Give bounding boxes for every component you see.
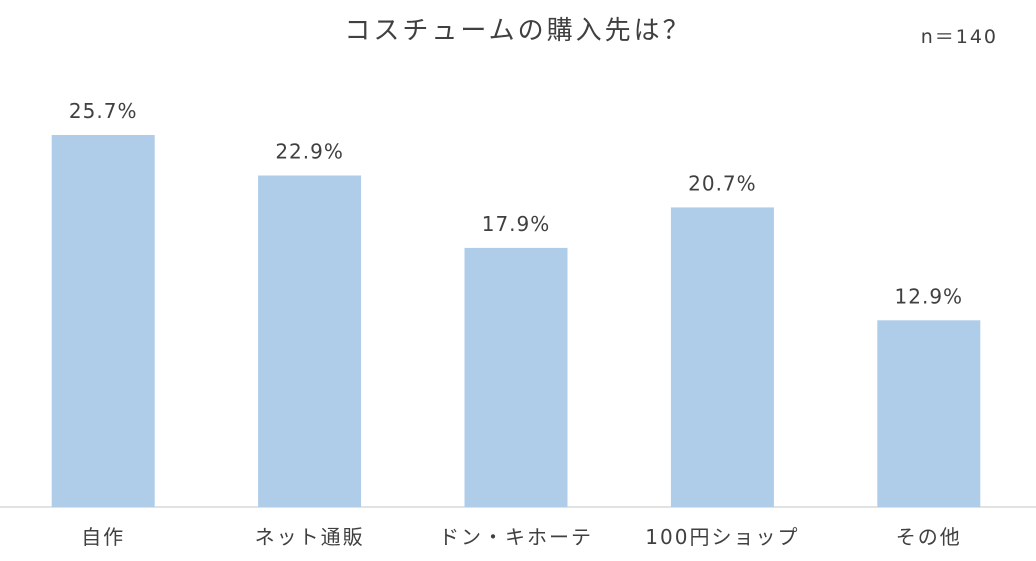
x-tick-label: ネット通販 [255, 525, 365, 549]
bars-group [51, 135, 981, 507]
data-label: 22.9% [275, 140, 344, 164]
bar [877, 320, 981, 507]
x-tick-label: 自作 [81, 525, 125, 549]
sample-size-label: n＝140 [920, 26, 998, 48]
data-label: 25.7% [69, 99, 138, 123]
data-label: 12.9% [895, 284, 964, 308]
x-tick-label: 100円ショップ [645, 525, 799, 549]
chart-title: コスチュームの購入先は？ [344, 16, 692, 46]
bar [51, 135, 155, 507]
data-labels-group: 25.7% 22.9% 17.9% 20.7% 12.9% [69, 99, 964, 308]
bar [670, 207, 774, 507]
x-tick-label: ドン・キホーテ [439, 525, 593, 549]
data-label: 20.7% [688, 171, 757, 195]
data-label: 17.9% [482, 212, 551, 236]
bar [464, 247, 568, 507]
x-tick-label: その他 [896, 525, 962, 549]
bar [258, 175, 362, 507]
x-tick-labels-group: 自作 ネット通販 ドン・キホーテ 100円ショップ その他 [81, 525, 962, 549]
